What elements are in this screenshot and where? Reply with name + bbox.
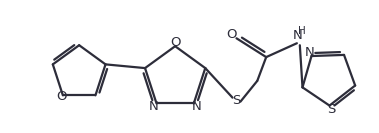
Text: O: O bbox=[170, 36, 180, 49]
Text: N: N bbox=[149, 100, 158, 113]
Text: S: S bbox=[327, 103, 336, 116]
Text: N: N bbox=[192, 100, 202, 113]
Text: N: N bbox=[293, 29, 303, 42]
Text: N: N bbox=[305, 46, 314, 59]
Text: O: O bbox=[56, 90, 67, 103]
Text: H: H bbox=[298, 26, 306, 36]
Text: S: S bbox=[232, 94, 241, 107]
Text: O: O bbox=[226, 28, 237, 41]
